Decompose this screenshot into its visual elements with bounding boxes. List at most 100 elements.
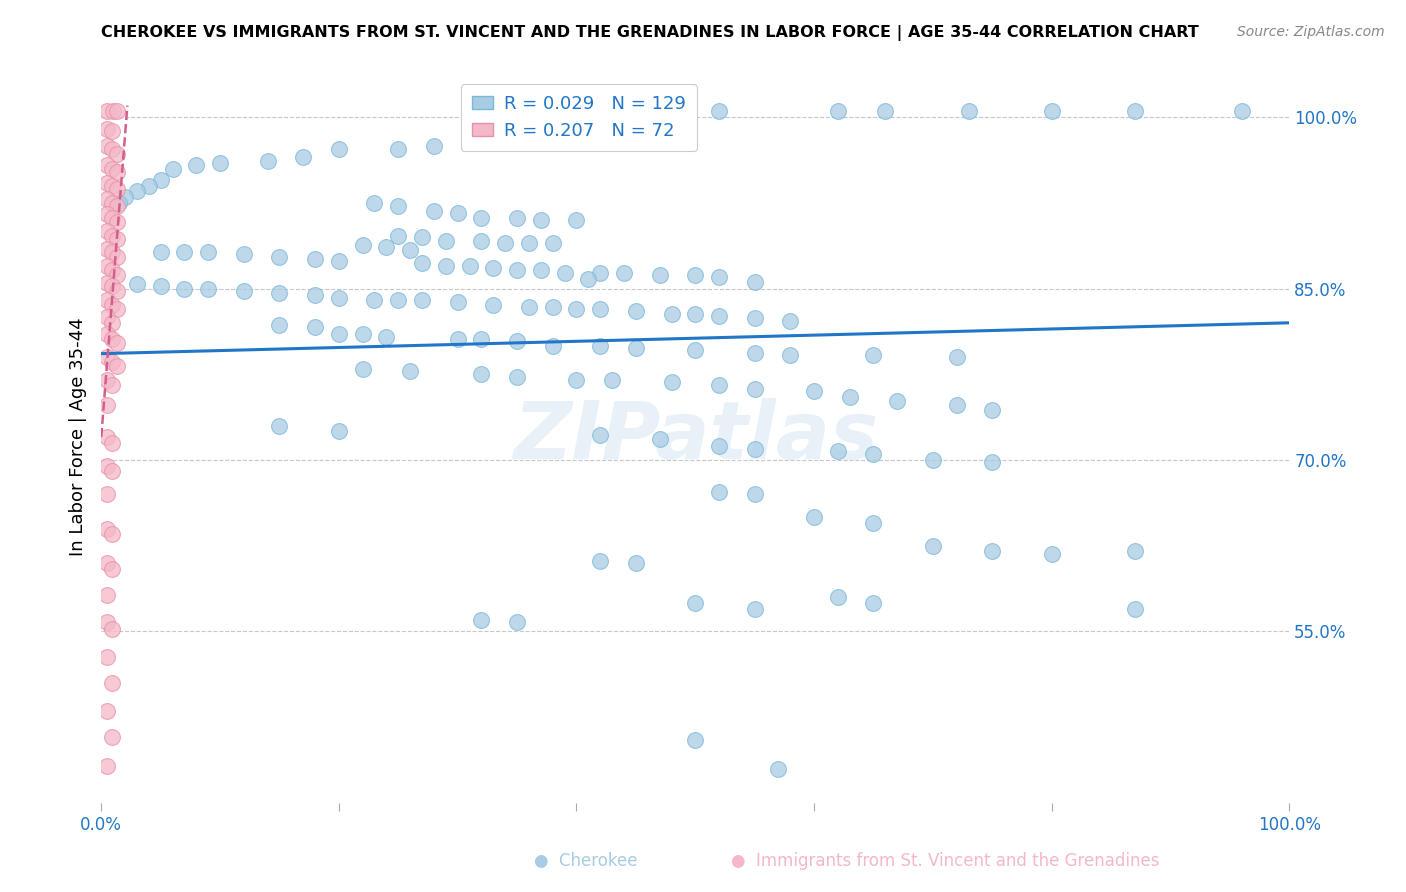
Point: [945, 350, 967, 364]
Point: [232, 284, 254, 298]
Point: [945, 398, 967, 412]
Point: [304, 252, 326, 266]
Point: [434, 259, 457, 273]
Point: [517, 235, 540, 250]
Point: [411, 256, 433, 270]
Point: [922, 453, 945, 467]
Point: [685, 268, 707, 282]
Point: [101, 622, 124, 636]
Point: [96, 138, 118, 153]
Point: [565, 213, 588, 227]
Point: [149, 244, 172, 259]
Point: [105, 182, 128, 196]
Point: [304, 288, 326, 302]
Point: [565, 301, 588, 317]
Point: [685, 596, 707, 610]
Point: [387, 142, 409, 156]
Point: [685, 733, 707, 747]
Point: [517, 300, 540, 314]
Point: [173, 281, 195, 295]
Point: [554, 266, 576, 280]
Point: [292, 150, 315, 164]
Point: [125, 277, 148, 291]
Point: [105, 165, 128, 179]
Point: [707, 439, 730, 453]
Point: [101, 279, 124, 293]
Point: [541, 300, 564, 314]
Point: [105, 284, 128, 298]
Point: [96, 327, 118, 342]
Point: [328, 425, 350, 439]
Point: [827, 104, 849, 119]
Point: [411, 293, 433, 307]
Point: [779, 348, 801, 362]
Point: [707, 270, 730, 285]
Point: [600, 373, 623, 387]
Point: [96, 259, 118, 273]
Point: [108, 195, 131, 210]
Point: [661, 375, 683, 389]
Point: [458, 259, 481, 273]
Point: [101, 263, 124, 277]
Point: [101, 195, 124, 210]
Point: [744, 442, 766, 456]
Point: [256, 153, 278, 168]
Point: [101, 142, 124, 156]
Point: [886, 393, 908, 408]
Point: [96, 487, 118, 501]
Point: [101, 104, 124, 119]
Point: [149, 279, 172, 293]
Point: [862, 516, 884, 530]
Point: [101, 561, 124, 575]
Point: [530, 263, 553, 277]
Point: [101, 316, 124, 330]
Point: [375, 329, 398, 343]
Point: [685, 307, 707, 321]
Point: [105, 359, 128, 374]
Point: [269, 318, 291, 332]
Text: Source: ZipAtlas.com: Source: ZipAtlas.com: [1237, 25, 1385, 39]
Point: [328, 327, 350, 342]
Text: ●  Immigrants from St. Vincent and the Grenadines: ● Immigrants from St. Vincent and the Gr…: [731, 852, 1160, 870]
Point: [173, 244, 195, 259]
Point: [352, 361, 374, 376]
Point: [744, 311, 766, 326]
Point: [328, 291, 350, 305]
Point: [589, 266, 612, 280]
Point: [1123, 104, 1146, 119]
Point: [838, 390, 860, 404]
Point: [447, 332, 470, 346]
Point: [1123, 601, 1146, 615]
Point: [470, 368, 492, 382]
Point: [661, 307, 683, 321]
Point: [352, 327, 374, 342]
Point: [589, 553, 612, 567]
Point: [827, 590, 849, 604]
Point: [96, 458, 118, 473]
Point: [399, 364, 422, 378]
Point: [768, 762, 790, 776]
Point: [387, 228, 409, 243]
Point: [105, 268, 128, 282]
Point: [101, 228, 124, 243]
Point: [506, 110, 529, 124]
Point: [96, 615, 118, 630]
Point: [957, 104, 980, 119]
Point: [328, 254, 350, 268]
Point: [862, 596, 884, 610]
Point: [624, 341, 647, 355]
Point: [399, 243, 422, 257]
Point: [105, 104, 128, 119]
Point: [506, 334, 529, 348]
Point: [105, 215, 128, 229]
Point: [411, 230, 433, 244]
Point: [96, 104, 118, 119]
Point: [96, 649, 118, 664]
Point: [589, 427, 612, 442]
Point: [197, 244, 219, 259]
Point: [363, 293, 385, 307]
Point: [304, 320, 326, 334]
Point: [101, 244, 124, 259]
Point: [707, 309, 730, 323]
Point: [96, 705, 118, 719]
